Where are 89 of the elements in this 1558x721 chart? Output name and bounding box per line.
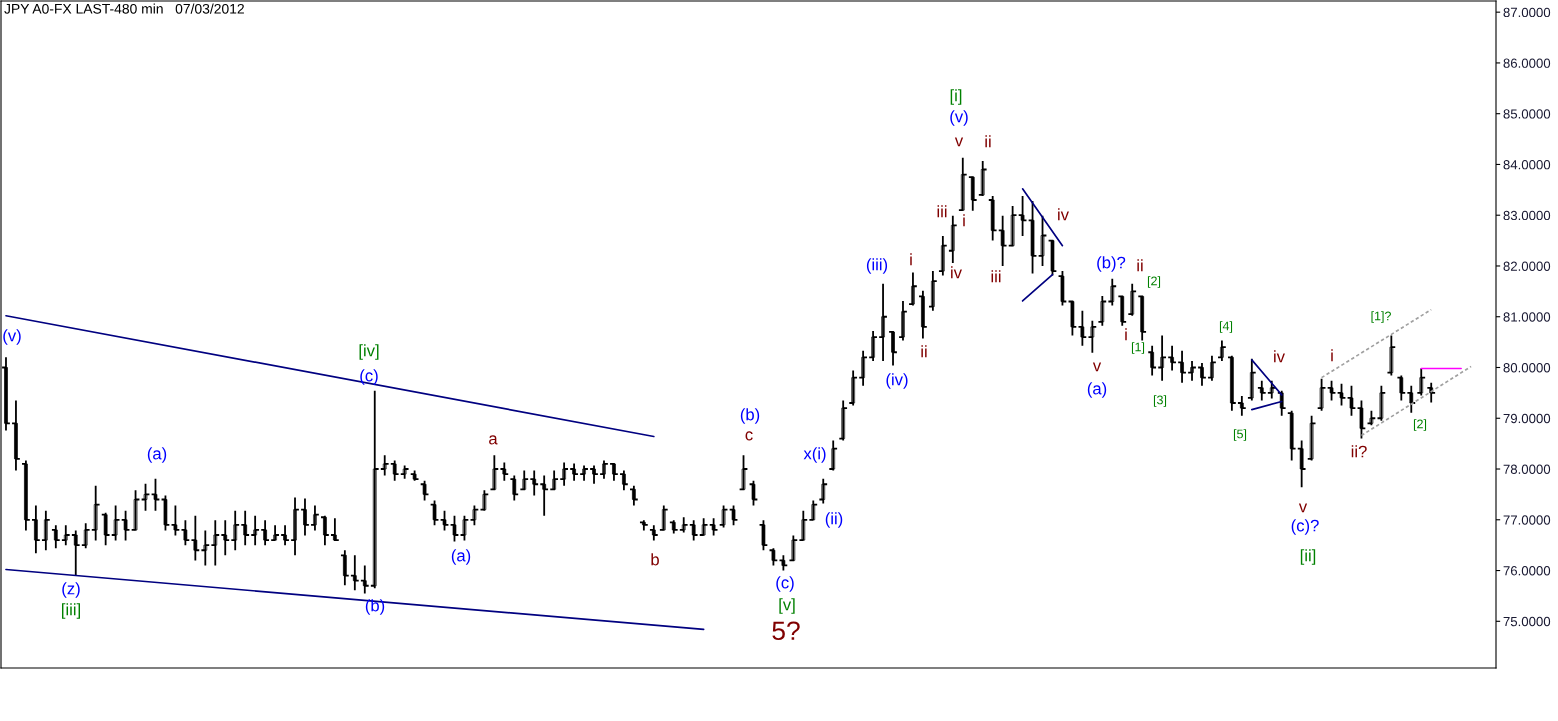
annotation: iii [937, 205, 947, 218]
candlestick [1317, 377, 1326, 412]
y-tick-label: 77.0000 [1503, 515, 1551, 525]
candlestick [729, 504, 738, 527]
y-tick-label: 84.0000 [1503, 160, 1551, 170]
annotation: i [963, 214, 965, 227]
y-tick-label: 83.0000 [1503, 210, 1551, 221]
y-tick-label: 75.0000 [1503, 616, 1551, 627]
y-tick-label: 81.0000 [1503, 312, 1551, 322]
candlestick [171, 504, 180, 537]
candlestick [131, 489, 140, 532]
annotation: i [1331, 349, 1333, 362]
candlestick [1028, 200, 1037, 275]
annotation: (iv) [886, 373, 908, 389]
annotation: (a) [451, 549, 471, 565]
annotation: [ii] [1300, 549, 1316, 565]
y-tick-label: 78.0000 [1503, 464, 1551, 474]
annotation: x(i) [803, 447, 826, 463]
annotation: [3] [1153, 395, 1167, 407]
annotation: (z) [62, 582, 80, 598]
y-tick-label: 76.0000 [1503, 566, 1551, 576]
annotation: [iii] [62, 603, 80, 619]
annotation: v [1092, 362, 1102, 372]
annotation: ii [985, 135, 991, 148]
annotation: [2] [1147, 276, 1161, 288]
candlestick [470, 504, 479, 527]
annotation: [1] [1131, 342, 1145, 354]
candlestick [1327, 379, 1336, 402]
candlestick [420, 479, 429, 502]
candlestick [151, 477, 160, 512]
annotation: v [1298, 503, 1308, 513]
annotation: ii [1137, 259, 1143, 272]
annotation: a [489, 435, 498, 445]
annotation: v [954, 137, 964, 147]
y-tick-label: 79.0000 [1503, 413, 1551, 424]
annotation: ii [921, 345, 927, 358]
chart-title: JPY A0-FX LAST-480 min 07/03/2012 [4, 3, 244, 14]
annotation: (c) [360, 369, 378, 385]
annotation: iii [991, 270, 1001, 283]
candlestick [1347, 384, 1356, 417]
annotation: (c)? [1291, 519, 1319, 535]
annotation: c [745, 431, 753, 441]
annotation: (v) [950, 110, 968, 126]
annotation: (c) [776, 576, 794, 592]
candlestick [1337, 382, 1346, 407]
annotation: iv [1058, 208, 1069, 221]
candlestick [749, 479, 758, 507]
annotation: ii? [1351, 445, 1367, 458]
annotation: (a) [147, 447, 167, 463]
annotation: [2] [1413, 419, 1427, 431]
candlestick [1058, 270, 1067, 307]
annotation: [v] [779, 598, 795, 614]
annotation: [5] [1233, 429, 1247, 441]
candlestick [1068, 300, 1077, 337]
annotation: [iv] [359, 344, 379, 360]
y-tick-label: 85.0000 [1503, 109, 1551, 119]
candlestick [759, 519, 768, 552]
annotation: (iii) [866, 258, 888, 274]
annotation: i [910, 253, 912, 266]
candlestick [161, 494, 170, 532]
annotation: (b) [365, 599, 385, 615]
candlestick [121, 509, 130, 542]
candlestick [1048, 239, 1057, 277]
annotation: b [651, 553, 659, 566]
candlestick [739, 454, 748, 492]
annotation: [1]? [1371, 311, 1391, 323]
candlestick [440, 509, 449, 532]
annotation: [4] [1219, 321, 1233, 333]
annotation: (v) [3, 329, 21, 345]
annotation: (ii) [825, 512, 843, 528]
annotation: iv [1274, 350, 1285, 363]
annotation: [i] [950, 89, 962, 105]
candlestick [769, 547, 778, 567]
y-tick-label: 86.0000 [1503, 58, 1551, 68]
candlestick [719, 504, 728, 529]
candlestick [460, 514, 469, 542]
y-tick-label: 82.0000 [1503, 261, 1551, 271]
annotation: iv [951, 266, 962, 279]
y-tick-label: 87.0000 [1503, 7, 1551, 18]
annotation: i [1125, 328, 1127, 341]
candlestick [450, 514, 459, 543]
y-tick-label: 80.0000 [1503, 363, 1551, 373]
candlestick [141, 482, 150, 512]
annotation: (a) [1087, 382, 1107, 398]
candlestick [1357, 399, 1366, 440]
annotation: 5? [772, 621, 800, 641]
candlestick [430, 499, 439, 527]
annotation: (b) [740, 408, 760, 424]
annotation: (b)? [1097, 256, 1126, 272]
